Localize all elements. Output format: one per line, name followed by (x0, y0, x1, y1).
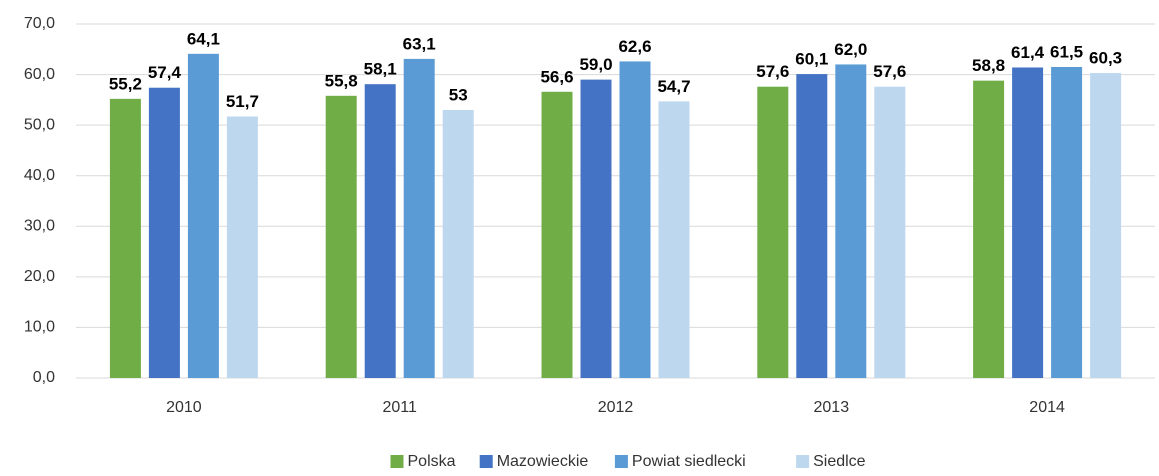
legend-swatch (796, 455, 810, 468)
x-tick-label: 2011 (382, 399, 417, 416)
bar (1012, 67, 1044, 379)
bar (658, 101, 690, 379)
bar (580, 79, 612, 378)
value-label: 55,2 (109, 74, 142, 93)
x-tick-label: 2010 (166, 399, 202, 416)
y-tick-label: 60,0 (24, 66, 55, 83)
bar (442, 109, 474, 378)
bar (874, 86, 906, 379)
y-tick-label: 40,0 (24, 167, 55, 184)
value-label: 55,8 (325, 71, 358, 90)
value-label: 57,6 (873, 62, 906, 81)
y-tick-label: 0,0 (33, 369, 55, 386)
y-tick-label: 70,0 (24, 15, 55, 32)
value-label: 60,1 (795, 50, 828, 69)
value-label: 62,0 (834, 40, 867, 59)
y-tick-label: 20,0 (24, 268, 55, 285)
legend-label: Siedlce (813, 453, 866, 470)
bar (109, 98, 141, 379)
bar (1090, 73, 1122, 378)
value-label: 57,6 (756, 62, 789, 81)
y-tick-label: 50,0 (24, 116, 55, 133)
legend-label: Mazowieckie (497, 453, 589, 470)
legend-swatch (390, 455, 404, 468)
bar (1051, 66, 1083, 378)
bar (757, 86, 789, 379)
value-label: 59,0 (579, 55, 612, 74)
value-label: 61,5 (1050, 42, 1083, 61)
value-label: 64,1 (187, 29, 220, 48)
value-label: 58,1 (364, 60, 397, 79)
legend-label: Powiat siedlecki (632, 453, 746, 470)
bar (619, 61, 651, 379)
value-label: 53 (449, 85, 468, 104)
bar (541, 91, 573, 378)
value-label: 60,3 (1089, 49, 1122, 68)
x-tick-label: 2013 (814, 399, 850, 416)
value-label: 58,8 (972, 56, 1005, 75)
bar (187, 53, 219, 378)
value-label: 62,6 (618, 37, 651, 56)
bar (403, 58, 435, 378)
legend-swatch (614, 455, 628, 468)
legend-label: Polska (408, 453, 456, 470)
value-label: 57,4 (148, 63, 182, 82)
bar (148, 87, 180, 378)
legend-swatch (479, 455, 493, 468)
value-label: 54,7 (657, 77, 690, 96)
value-label: 63,1 (403, 34, 436, 53)
x-tick-label: 2014 (1029, 399, 1065, 416)
bar (796, 74, 828, 379)
y-tick-label: 30,0 (24, 218, 55, 235)
bar (226, 116, 258, 378)
value-label: 61,4 (1011, 43, 1045, 62)
bar (973, 80, 1005, 378)
bar (835, 64, 867, 378)
value-label: 56,6 (540, 67, 573, 86)
y-tick-label: 10,0 (24, 319, 55, 336)
bar (364, 84, 396, 379)
x-tick-label: 2012 (598, 399, 634, 416)
value-label: 51,7 (226, 92, 259, 111)
bar (325, 95, 357, 378)
